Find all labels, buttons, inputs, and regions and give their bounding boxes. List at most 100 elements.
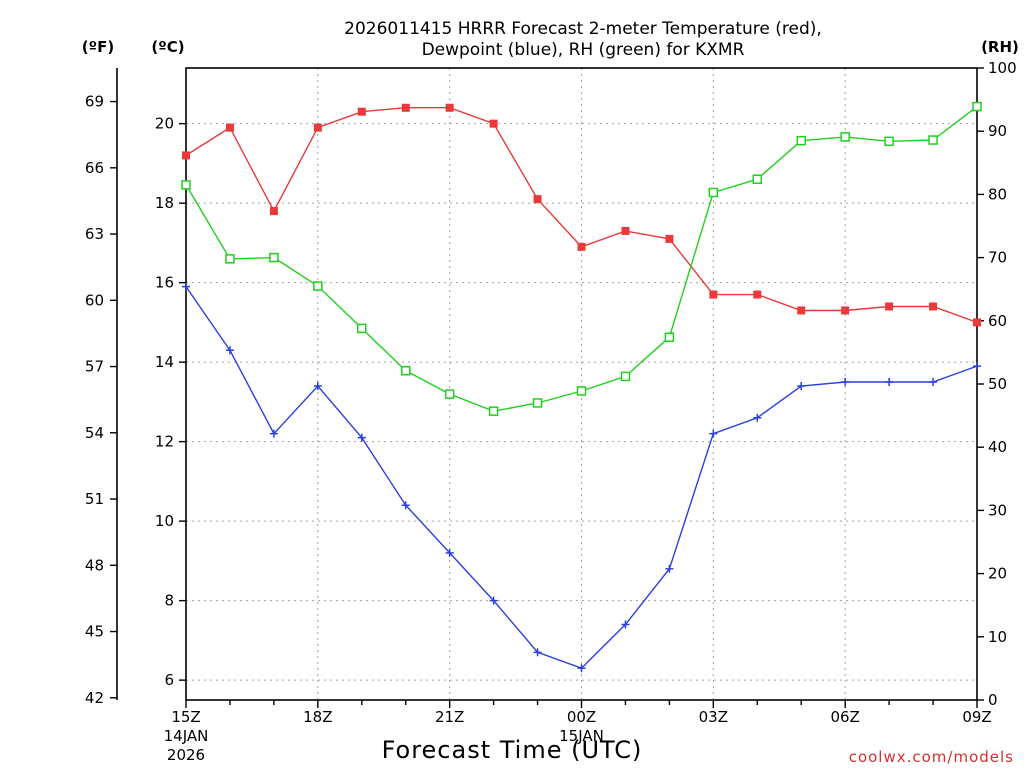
- x-tick-label: 00Z: [567, 708, 596, 726]
- celsius-tick-label: 10: [155, 512, 174, 530]
- dewpoint-point: [445, 548, 454, 557]
- temperature-point: [225, 123, 234, 132]
- rh-point: [928, 135, 938, 145]
- celsius-tick-label: 16: [155, 274, 174, 292]
- rh-point: [620, 371, 631, 382]
- temperature-point: [753, 290, 762, 299]
- temperature-point: [665, 234, 674, 243]
- fahrenheit-tick-label: 63: [85, 225, 104, 243]
- temperature-point: [797, 306, 806, 315]
- dewpoint-point: [621, 620, 630, 629]
- temperature-point: [182, 151, 190, 160]
- rh-point: [664, 332, 675, 342]
- rh-tick-label: 100: [988, 59, 1017, 77]
- fahrenheit-tick-label: 60: [85, 291, 104, 309]
- rh-tick-label: 10: [988, 628, 1007, 646]
- temperature-point: [621, 226, 630, 235]
- grid-lines: [186, 68, 977, 700]
- dewpoint-point: [357, 433, 366, 442]
- fahrenheit-tick-label: 69: [85, 93, 104, 111]
- fahrenheit-tick-label: 57: [85, 358, 104, 376]
- temperature-point: [489, 119, 498, 128]
- fahrenheit-tick-label: 54: [85, 424, 104, 442]
- dewpoint-point: [533, 648, 542, 657]
- dewpoint-point: [182, 282, 190, 291]
- tick-labels: 6 8 10 12 14 16 18 20 42 45 48 51 54 57 60 63 66 69 0 10 20 3…: [85, 59, 1017, 764]
- rh-point: [752, 174, 763, 184]
- dewpoint-point: [885, 378, 894, 387]
- temperature-point: [973, 318, 981, 327]
- temperature-point: [841, 306, 850, 315]
- fahrenheit-unit-label: (ºF): [82, 38, 114, 56]
- fahrenheit-tick-label: 45: [85, 623, 104, 641]
- rh-tick-label: 90: [988, 122, 1007, 140]
- rh-point: [576, 386, 587, 396]
- x-tick-year-label: 2026: [167, 746, 205, 764]
- x-tick-label: 06Z: [830, 708, 859, 726]
- x-tick-date-label: 15JAN: [559, 727, 604, 745]
- celsius-tick-label: 6: [164, 671, 174, 689]
- x-tick-date-label: 14JAN: [164, 727, 209, 745]
- temperature-point: [445, 103, 454, 112]
- dewpoint-point: [797, 381, 806, 390]
- temperature-point: [269, 207, 278, 216]
- temperature-point: [577, 242, 586, 251]
- temperature-point: [929, 302, 938, 311]
- x-tick-label: 09Z: [962, 708, 991, 726]
- rh-point: [444, 389, 455, 399]
- x-tick-label: 18Z: [303, 708, 332, 726]
- rh-point: [972, 101, 982, 112]
- rh-point: [313, 281, 323, 291]
- rh-point: [796, 135, 806, 146]
- axes: [110, 67, 984, 708]
- x-tick-label: 21Z: [435, 708, 464, 726]
- rh-point: [181, 180, 191, 190]
- rh-unit-label: (RH): [981, 38, 1019, 56]
- credit-label: coolwx.com/models: [849, 748, 1014, 766]
- dewpoint-point: [973, 362, 981, 371]
- dewpoint-point: [841, 378, 850, 387]
- fahrenheit-tick-label: 66: [85, 159, 104, 177]
- fahrenheit-tick-label: 42: [85, 689, 104, 707]
- dewpoint-point: [401, 501, 410, 510]
- temperature-point: [313, 123, 322, 132]
- dewpoint-point: [577, 664, 586, 673]
- dewpoint-point: [753, 413, 762, 422]
- dewpoint-point: [709, 429, 718, 438]
- x-axis-title: Forecast Time (UTC): [382, 736, 643, 764]
- celsius-unit-label: (ºC): [151, 38, 184, 56]
- rh-point: [488, 406, 499, 416]
- celsius-tick-label: 20: [155, 115, 174, 133]
- dewpoint-point: [665, 564, 674, 573]
- rh-tick-label: 70: [988, 249, 1007, 267]
- rh-point: [225, 254, 235, 264]
- temperature-point: [357, 107, 366, 116]
- temperature-point: [885, 302, 894, 311]
- rh-point: [708, 187, 719, 198]
- rh-tick-label: 30: [988, 501, 1007, 519]
- celsius-tick-label: 8: [164, 592, 174, 610]
- rh-point: [400, 365, 411, 376]
- dewpoint-point: [313, 381, 322, 390]
- rh-tick-label: 40: [988, 438, 1007, 456]
- celsius-tick-label: 14: [155, 353, 174, 371]
- plot-frame: [185, 67, 978, 701]
- celsius-tick-label: 18: [155, 194, 174, 212]
- rh-tick-label: 20: [988, 565, 1007, 583]
- rh-point: [532, 398, 543, 408]
- temperature-point: [533, 195, 542, 204]
- chart-title-line1: 2026011415 HRRR Forecast 2-meter Tempera…: [344, 19, 822, 39]
- x-tick-label: 15Z: [171, 708, 200, 726]
- rh-tick-label: 80: [988, 185, 1007, 203]
- x-tick-label: 03Z: [699, 708, 728, 726]
- rh-tick-label: 50: [988, 375, 1007, 393]
- temperature-point: [709, 290, 718, 299]
- fahrenheit-tick-label: 51: [85, 490, 104, 508]
- dewpoint-point: [269, 429, 278, 438]
- celsius-tick-label: 12: [155, 433, 174, 451]
- chart-title-line2: Dewpoint (blue), RH (green) for KXMR: [422, 40, 745, 60]
- dewpoint-point: [489, 596, 498, 605]
- series-lines: [181, 101, 982, 673]
- rh-tick-label: 0: [988, 691, 998, 709]
